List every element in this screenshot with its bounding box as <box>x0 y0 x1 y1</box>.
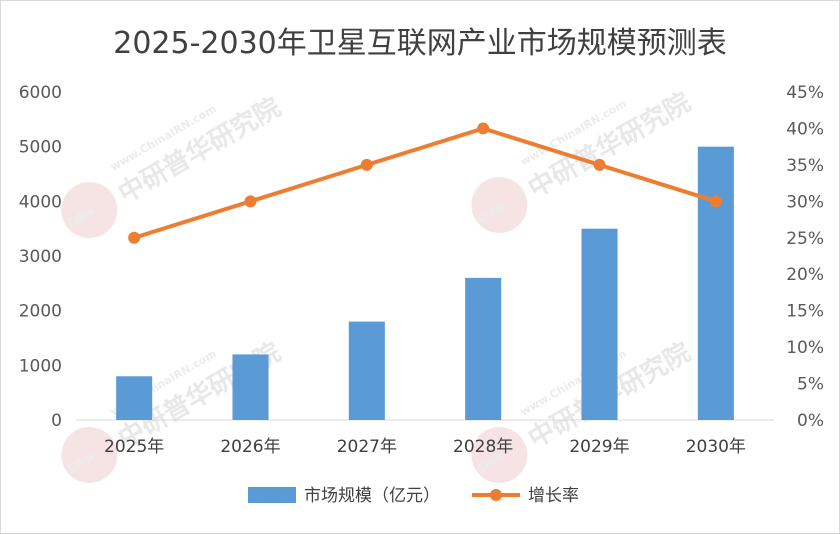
left-tick-label: 5000 <box>19 138 62 158</box>
left-tick-label: 0 <box>51 411 62 431</box>
category-label: 2025年 <box>104 437 164 457</box>
right-tick-label: 0% <box>797 411 824 431</box>
legend-bar-label: 市场规模（亿元） <box>304 486 440 506</box>
right-tick-label: 15% <box>786 302 824 322</box>
bar <box>581 228 618 420</box>
right-tick-label: 20% <box>786 265 824 285</box>
left-tick-label: 6000 <box>19 83 62 103</box>
line-point <box>360 158 373 171</box>
right-tick-label: 30% <box>786 192 824 212</box>
line-point <box>477 122 490 135</box>
left-tick-label: 1000 <box>19 356 62 376</box>
line-point <box>244 195 257 208</box>
category-label: 2030年 <box>686 437 746 457</box>
left-tick-label: 4000 <box>19 192 62 212</box>
bar <box>116 376 153 420</box>
legend-bar-swatch <box>248 487 296 503</box>
line-series <box>128 122 722 244</box>
right-tick-label: 5% <box>797 375 824 395</box>
legend-line-label: 增长率 <box>528 486 579 506</box>
watermark-logo-icon <box>61 182 118 238</box>
left-tick-label: 2000 <box>19 302 62 322</box>
right-tick-label: 35% <box>786 156 824 176</box>
left-tick-label: 3000 <box>19 247 62 267</box>
right-tick-label: 25% <box>786 229 824 249</box>
watermark-logo-icon <box>471 427 528 483</box>
watermark-logo-icon <box>471 177 528 233</box>
left-axis: 0 1000 2000 3000 4000 5000 6000 <box>19 83 62 431</box>
x-axis-labels: 2025年 2026年 2027年 2028年 2029年 2030年 <box>104 437 746 457</box>
line-point <box>709 195 722 208</box>
bar <box>697 146 734 420</box>
category-label: 2028年 <box>453 437 513 457</box>
bar <box>232 354 269 420</box>
category-label: 2026年 <box>220 437 280 457</box>
category-label: 2027年 <box>337 437 397 457</box>
right-axis: 0% 5% 10% 15% 20% 25% 30% 35% 40% 45% <box>786 83 824 431</box>
watermark-logo-icon <box>61 427 118 483</box>
category-label: 2029年 <box>569 437 629 457</box>
legend: 市场规模（亿元） 增长率 <box>248 486 579 506</box>
bar <box>465 277 502 420</box>
chart-title: 2025-2030年卫星互联网产业市场规模预测表 <box>113 26 727 61</box>
line-point <box>593 158 606 171</box>
bar <box>348 321 385 420</box>
right-tick-label: 45% <box>786 83 824 103</box>
bar-series <box>116 146 734 420</box>
growth-line <box>133 126 717 240</box>
right-tick-label: 10% <box>786 338 824 358</box>
right-tick-label: 40% <box>786 119 824 139</box>
legend-line-marker <box>490 489 502 501</box>
line-point <box>128 231 141 244</box>
